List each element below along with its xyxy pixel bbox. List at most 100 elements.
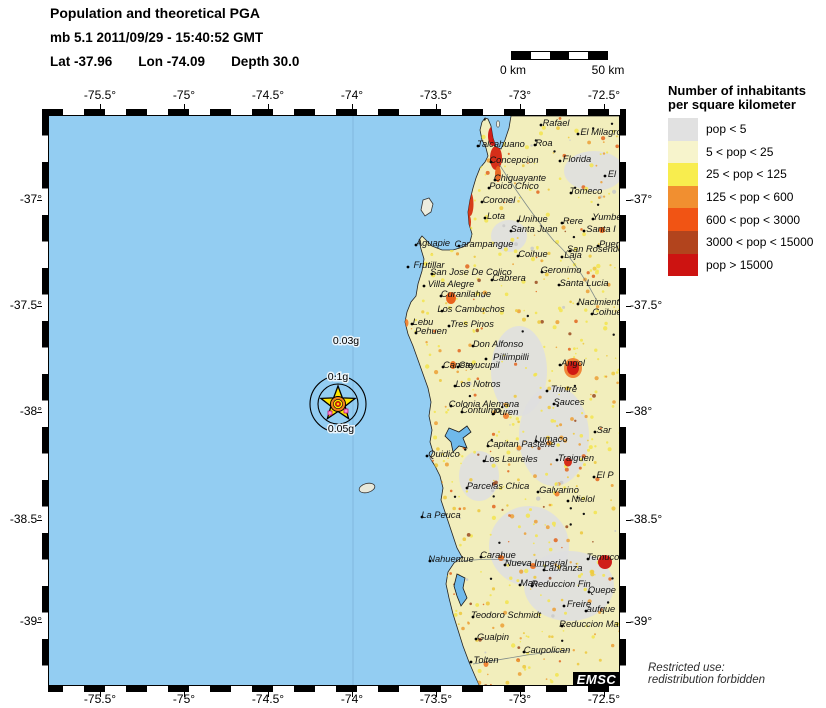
population-speckle <box>515 437 519 441</box>
town-label: Freire <box>567 599 591 609</box>
town-label: Contulmo <box>461 405 501 415</box>
population-speckle <box>585 320 588 323</box>
population-speckle <box>423 533 427 537</box>
population-speckle <box>580 572 583 576</box>
population-speckle <box>543 278 545 280</box>
population-speckle <box>522 430 525 433</box>
population-speckle <box>617 368 619 372</box>
population-speckle <box>426 343 429 346</box>
restricted-line1: Restricted use: <box>648 662 725 674</box>
population-speckle <box>399 378 403 382</box>
population-speckle <box>603 195 606 198</box>
population-speckle <box>555 346 558 349</box>
town-dot <box>566 499 570 503</box>
population-speckle <box>616 381 619 385</box>
lat-tick-label-right: -38° <box>630 404 653 418</box>
legend-row: 3000 < pop < 15000 <box>668 230 826 254</box>
population-speckle <box>615 371 619 374</box>
population-speckle <box>456 370 460 374</box>
town-dot <box>460 410 464 414</box>
population-speckle <box>550 680 554 684</box>
town-label: Labranza <box>544 563 583 573</box>
unnamed-town-dot <box>592 127 595 130</box>
town-label: Tres Pinos <box>450 319 494 329</box>
legend-title-line2: per square kilometer <box>668 97 796 112</box>
legend-swatch <box>668 185 698 209</box>
population-speckle <box>418 638 422 642</box>
town-dot <box>587 590 591 594</box>
population-speckle <box>618 630 619 633</box>
population-speckle <box>417 492 420 495</box>
population-speckle <box>517 478 520 482</box>
unnamed-town-dot <box>461 179 464 182</box>
population-speckle <box>565 525 569 529</box>
population-speckle <box>412 582 415 585</box>
island-quiriquina <box>496 120 500 128</box>
population-speckle <box>490 116 494 119</box>
population-speckle <box>569 300 572 304</box>
population-speckle <box>469 602 473 606</box>
population-speckle <box>411 564 414 567</box>
population-speckle <box>600 608 603 611</box>
lat-tick-left <box>37 200 42 201</box>
town-dot <box>439 294 443 298</box>
population-speckle <box>421 310 425 314</box>
town-label: Santa I <box>586 224 616 234</box>
population-speckle <box>434 522 439 527</box>
population-speckle <box>588 254 592 258</box>
town-label: El <box>608 169 617 179</box>
population-speckle <box>406 263 409 265</box>
pga-contour-circle <box>317 383 359 425</box>
population-speckle <box>577 584 579 587</box>
population-speckle <box>411 465 414 469</box>
population-speckle <box>534 311 538 315</box>
town-label: Angol <box>560 358 586 368</box>
lat-tick-right <box>626 520 631 521</box>
population-speckle <box>503 201 506 204</box>
legend-swatch <box>668 208 698 231</box>
lake-lanalhue <box>444 425 472 453</box>
population-speckle <box>409 369 412 371</box>
population-speckle <box>464 273 467 276</box>
lon-tick-label-top: -75° <box>172 88 196 102</box>
population-speckle <box>513 394 517 398</box>
population-speckle <box>500 623 505 628</box>
epicenter-star <box>319 384 357 421</box>
population-speckle <box>584 308 588 312</box>
population-speckle <box>545 212 550 217</box>
unnamed-town-dot <box>573 384 577 388</box>
pga-contour-label: 0.03g <box>333 335 359 347</box>
population-speckle <box>610 499 612 501</box>
population-speckle <box>579 531 584 535</box>
town-label: Laja <box>564 250 582 260</box>
population-speckle <box>597 358 600 361</box>
population-speckle <box>547 251 551 255</box>
population-speckle <box>525 635 528 638</box>
river-tolten <box>472 649 570 665</box>
town-dot <box>530 584 534 588</box>
population-speckle <box>562 153 567 158</box>
population-hotspot <box>405 319 409 327</box>
population-speckle <box>558 117 562 120</box>
population-speckle <box>514 362 518 366</box>
population-speckle <box>580 338 583 342</box>
lat-tick-label-left: -39° <box>19 614 42 628</box>
population-speckle <box>422 379 425 383</box>
towns-layer: Rafael El Milagro Talcahuano Roa Concepcion F… <box>406 118 619 665</box>
population-speckle <box>473 264 477 267</box>
population-speckle <box>409 602 414 607</box>
population-speckle <box>481 294 485 299</box>
population-speckle <box>591 438 594 441</box>
population-speckle <box>430 225 434 229</box>
population-speckle <box>405 245 407 250</box>
town-dot <box>533 143 537 147</box>
town-label: Rafael <box>543 118 571 128</box>
population-speckle <box>399 162 402 165</box>
population-speckle <box>545 472 549 476</box>
population-speckle <box>564 611 567 615</box>
population-speckle <box>462 537 467 541</box>
town-label: Trintre <box>551 384 577 394</box>
population-speckle <box>469 169 472 173</box>
population-speckle <box>593 461 597 464</box>
population-speckle <box>403 211 405 213</box>
